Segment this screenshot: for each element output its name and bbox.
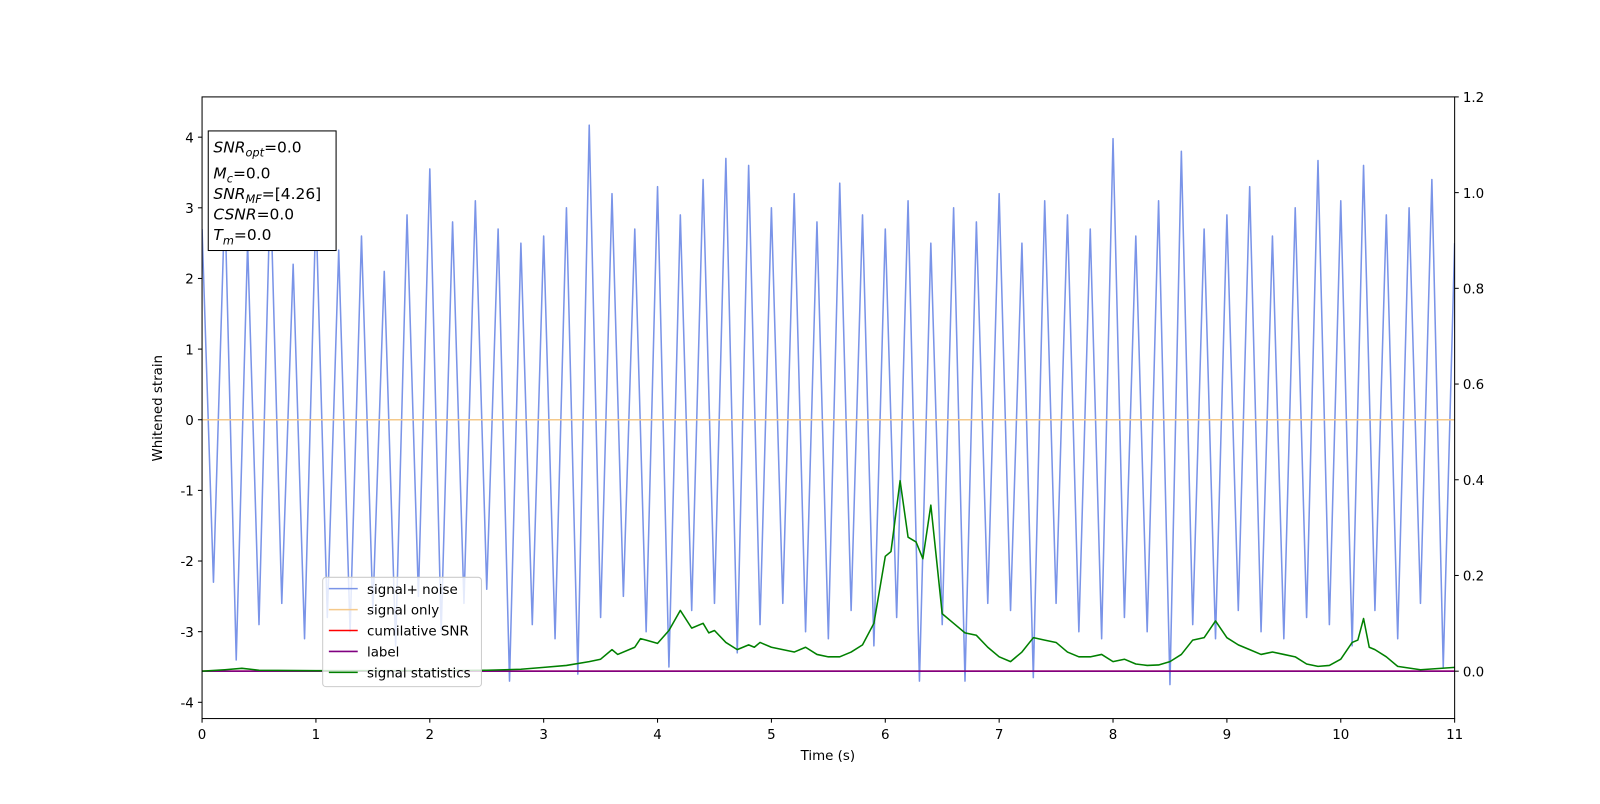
- y2-tick-label: 0.2: [1463, 570, 1484, 585]
- annotation-symbol: SNR: [213, 139, 245, 157]
- x-tick-label: 3: [539, 728, 548, 743]
- y2-tick-label: 0.0: [1463, 665, 1484, 680]
- x-tick-label: 10: [1332, 728, 1349, 743]
- x-tick-label: 0: [198, 728, 207, 743]
- x-tick-label: 8: [1109, 728, 1118, 743]
- legend-label: signal statistics: [367, 667, 471, 682]
- y2-tick-label: 1.0: [1463, 187, 1484, 202]
- legend-frame: [322, 576, 482, 688]
- annotation-subscript: c: [227, 171, 234, 185]
- x-axis-label: Time (s): [800, 749, 855, 764]
- y-tick-label: 3: [185, 202, 194, 217]
- plot-frame: [201, 96, 1456, 720]
- x-tick-label: 6: [881, 728, 890, 743]
- annotation-value: =0.0: [264, 139, 302, 157]
- legend: signal+ noise signal only cumilative SNR la…: [322, 576, 482, 688]
- annotation-symbol: M: [213, 164, 226, 182]
- y-tick-label: 2: [185, 273, 194, 288]
- series-line: [202, 479, 1455, 672]
- x-tick-label: 9: [1223, 728, 1232, 743]
- annotation-subscript: m: [223, 233, 234, 247]
- y2-tick-label: 0.8: [1463, 282, 1484, 297]
- annotation-value: =0.0: [257, 206, 295, 224]
- y-tick-label: -1: [180, 485, 193, 500]
- y-tick-label: 1: [185, 343, 194, 358]
- annotation-subscript: opt: [246, 146, 265, 160]
- y-tick-label: -4: [180, 696, 193, 711]
- annotation-line: Mc=0.0: [213, 164, 270, 185]
- x-tick-label: 1: [312, 728, 321, 743]
- annotation-value: =0.0: [233, 164, 271, 182]
- y-tick-label: -2: [180, 555, 193, 570]
- y2-tick-label: 0.6: [1463, 378, 1484, 393]
- y-tick-label: -3: [180, 626, 193, 641]
- annotation-subscript: MF: [246, 192, 263, 206]
- y-tick-label: 4: [185, 131, 194, 146]
- y2-tick-label: 1.2: [1463, 91, 1484, 106]
- x-tick-label: 7: [995, 728, 1004, 743]
- annotation-frame: [207, 130, 337, 252]
- annotation-line: SNRopt=0.0: [213, 139, 301, 160]
- y-tick-label: 0: [185, 414, 194, 429]
- annotation-symbol: SNR: [213, 185, 245, 203]
- y2-tick-label: 0.4: [1463, 474, 1484, 489]
- annotation-value: =0.0: [234, 226, 272, 244]
- annotation-line: Tm=0.0: [213, 226, 271, 247]
- annotation-line: CSNR=0.0: [213, 206, 294, 224]
- annotation-symbol: T: [213, 226, 224, 244]
- annotation-symbol: CSNR: [213, 206, 256, 224]
- series-line: [202, 124, 1455, 686]
- y-axis-label: Whitened strain: [151, 355, 166, 462]
- annotation-box: SNRopt=0.0Mc=0.0SNRMF=[4.26]CSNR=0.0Tm=0…: [207, 130, 337, 252]
- legend-label: label: [367, 646, 399, 661]
- annotation-line: SNRMF=[4.26]: [213, 185, 321, 206]
- x-tick-label: 5: [767, 728, 776, 743]
- legend-label: cumilative SNR: [367, 625, 469, 640]
- x-tick-label: 4: [653, 728, 662, 743]
- legend-label: signal+ noise: [367, 583, 458, 598]
- x-tick-label: 2: [426, 728, 435, 743]
- annotation-value: =[4.26]: [262, 185, 321, 203]
- x-tick-label: 11: [1446, 728, 1463, 743]
- legend-label: signal only: [367, 604, 439, 619]
